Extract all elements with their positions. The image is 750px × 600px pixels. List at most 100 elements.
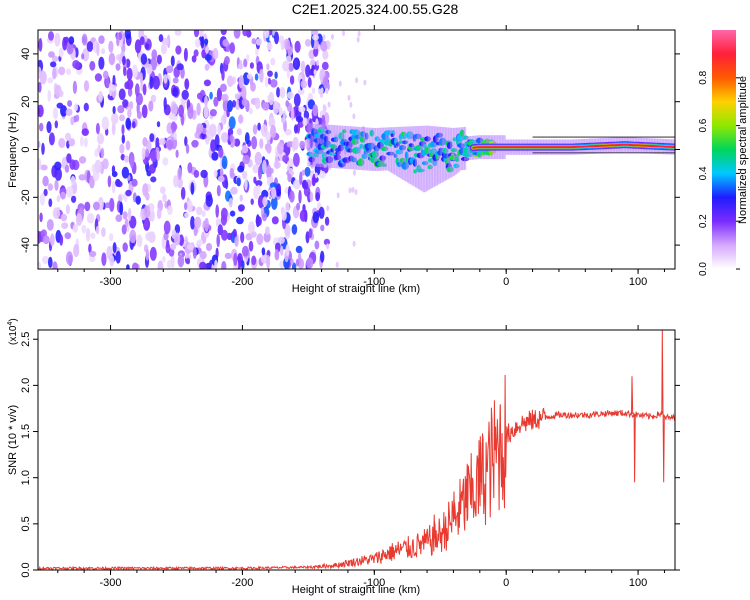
spectrogram-signal-haze bbox=[375, 127, 378, 171]
spectrogram-noise-cell bbox=[316, 59, 320, 66]
spectrogram-noise-cell bbox=[66, 153, 72, 164]
spectrogram-signal-haze bbox=[350, 126, 353, 170]
spectrogram-noise-cell bbox=[221, 93, 229, 102]
spectrogram-noise-cell bbox=[293, 179, 301, 190]
spectrogram-noise-cell bbox=[129, 229, 137, 244]
spectrogram-noise-cell bbox=[266, 164, 272, 179]
spectrogram-noise-cell bbox=[112, 242, 117, 254]
spectrogram-noise-cell bbox=[239, 59, 243, 70]
spectrogram-noise-cell bbox=[158, 34, 164, 43]
spectrogram-noise-cell bbox=[213, 96, 219, 107]
spectrogram-noise-cell bbox=[162, 256, 166, 263]
spectrogram-noise-cell bbox=[165, 243, 171, 254]
spectrogram-noise-cell bbox=[251, 136, 258, 150]
spectrogram-noise-cell bbox=[289, 75, 295, 85]
spectrogram-noise-cell bbox=[355, 77, 359, 84]
spectrogram-noise-cell bbox=[228, 116, 236, 130]
spectrogram-noise-cell bbox=[149, 203, 154, 213]
spectrogram-noise-cell bbox=[272, 100, 279, 115]
spectrogram-noise-cell bbox=[173, 131, 177, 141]
spectrogram-noise-cell bbox=[302, 117, 308, 126]
spectrogram-noise-cell bbox=[180, 187, 186, 200]
spectrogram-noise-cell bbox=[117, 105, 125, 114]
spectrogram-noise-cell bbox=[58, 47, 64, 58]
spectrogram-noise-cell bbox=[184, 136, 188, 147]
spectrogram-signal-haze bbox=[326, 124, 329, 168]
spectrogram-noise-cell bbox=[102, 158, 109, 170]
spectrogram-noise-cell bbox=[217, 124, 221, 136]
spectrogram-noise-cell bbox=[313, 46, 319, 58]
spectrogram-noise-cell bbox=[266, 143, 272, 154]
spectrogram-noise-cell bbox=[162, 157, 169, 166]
spectrogram-noise-cell bbox=[269, 182, 278, 189]
spectrogram-noise-cell bbox=[357, 30, 361, 37]
spectrogram-noise-cell bbox=[276, 87, 281, 98]
spectrogram-noise-cell bbox=[170, 243, 177, 251]
spectrogram-noise-cell bbox=[224, 56, 230, 65]
spectrogram-signal-haze bbox=[308, 123, 312, 167]
spectrogram-signal-haze bbox=[419, 125, 422, 191]
spectrogram-noise-cell bbox=[98, 90, 103, 102]
spectrogram-noise-cell bbox=[141, 147, 146, 160]
spectrogram-noise-cell bbox=[291, 224, 298, 235]
spectrogram-noise-cell bbox=[94, 73, 102, 82]
spectrogram-noise-cell bbox=[187, 162, 193, 174]
spectrogram-noise-cell bbox=[281, 210, 287, 221]
spectrogram-noise-cell bbox=[83, 102, 89, 112]
spectrogram-noise-cell bbox=[300, 60, 306, 74]
spectrogram-noise-cell bbox=[309, 191, 314, 202]
spectrogram-noise-cell bbox=[108, 52, 116, 66]
spectrogram-noise-cell bbox=[59, 90, 64, 98]
spectrogram-noise-cell bbox=[149, 133, 155, 143]
spectrogram-noise-cell bbox=[282, 110, 286, 122]
spectrogram-noise-cell bbox=[122, 99, 129, 108]
colorbar-tick-label: 0.0 bbox=[698, 262, 709, 276]
spectrogram-noise-cell bbox=[123, 155, 130, 163]
spectrogram-signal-haze bbox=[399, 126, 402, 178]
spectrogram-noise-cell bbox=[163, 73, 168, 84]
spectrogram-noise-cell bbox=[227, 128, 234, 137]
spectrogram-noise-cell bbox=[234, 93, 241, 100]
spectrogram-signal-haze bbox=[388, 127, 391, 172]
spectrogram-noise-cell bbox=[94, 159, 102, 174]
spectrogram-signal-haze bbox=[410, 126, 413, 185]
spectrogram-noise-cell bbox=[322, 50, 329, 60]
spectrogram-noise-cell bbox=[193, 30, 200, 38]
spectrogram-noise-cell bbox=[233, 30, 241, 39]
spectrogram-noise-cell bbox=[95, 122, 100, 135]
spectrogram-noise-cell bbox=[136, 234, 143, 247]
spectrogram-noise-cell bbox=[320, 250, 325, 263]
spectrogram-noise-cell bbox=[38, 140, 41, 149]
spectrogram-noise-cell bbox=[216, 87, 222, 102]
spectrogram-noise-cell bbox=[72, 80, 77, 94]
snr-y-tick-label: 2.0 bbox=[20, 378, 32, 393]
spectrogram-noise-cell bbox=[90, 232, 96, 239]
spectrogram-noise-cell bbox=[221, 68, 225, 81]
spectrogram-noise-cell bbox=[230, 186, 238, 195]
spectrogram-noise-cell bbox=[116, 32, 120, 47]
spectrogram-noise-cell bbox=[320, 224, 325, 232]
spectrogram-noise-cell bbox=[67, 100, 73, 107]
spectrogram-noise-cell bbox=[157, 260, 164, 269]
spectrogram-noise-cell bbox=[238, 75, 244, 89]
spectrogram-noise-cell bbox=[178, 104, 185, 118]
spectrogram-noise-cell bbox=[111, 112, 119, 125]
spectrogram-noise-cell bbox=[168, 113, 176, 120]
spectrogram-noise-cell bbox=[204, 38, 209, 45]
spectrogram-noise-cell bbox=[200, 169, 208, 179]
spectrogram-noise-cell bbox=[155, 137, 160, 150]
spectrogram-signal-haze bbox=[340, 125, 343, 169]
spectrogram-noise-cell bbox=[285, 244, 290, 257]
spectrogram-signal-haze bbox=[426, 125, 429, 191]
spectrogram-noise-cell bbox=[121, 124, 125, 135]
spectrogram-noise-cell bbox=[144, 148, 150, 158]
spectrogram-noise-cell bbox=[277, 142, 284, 155]
spectrogram-signal-haze bbox=[429, 125, 432, 190]
spectrogram-noise-cell bbox=[352, 113, 356, 120]
spectrogram-noise-cell bbox=[282, 154, 290, 163]
spectrogram-noise-cell bbox=[119, 114, 125, 122]
spectrogram-noise-cell bbox=[285, 100, 290, 108]
spectrogram-noise-cell bbox=[342, 30, 345, 37]
spectrogram-noise-cell bbox=[194, 216, 202, 229]
spectrogram-noise-cell bbox=[209, 91, 213, 100]
